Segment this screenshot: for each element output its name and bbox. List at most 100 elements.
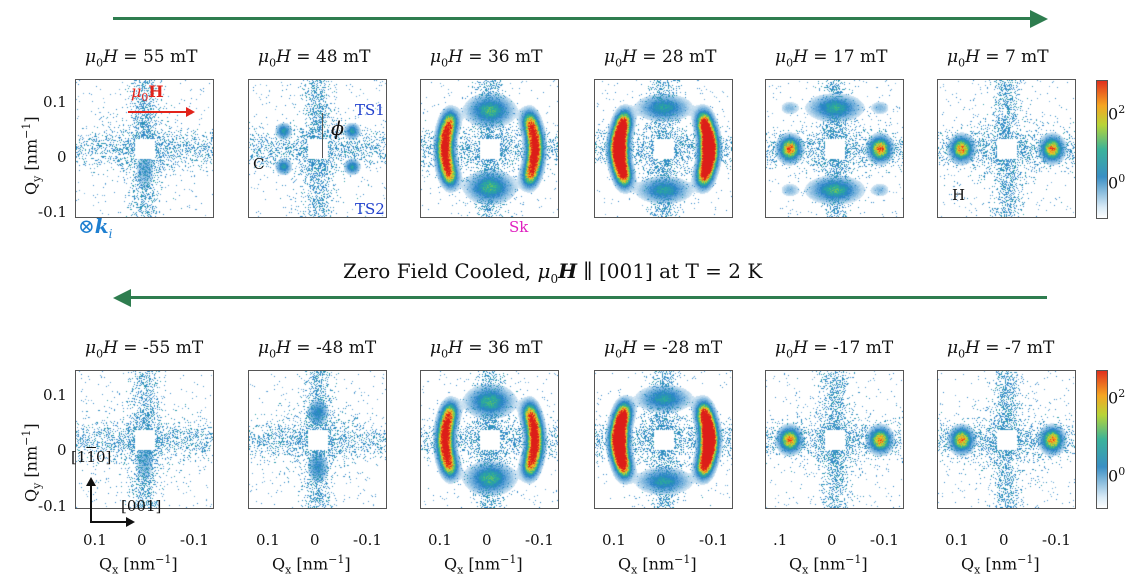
panel-field-value: -55 mT [142, 338, 204, 358]
heatmap-canvas [766, 371, 903, 508]
ytick-top-0: 0.1 [43, 93, 67, 111]
direction-110-arrow-head [86, 477, 96, 486]
y-axis-label-top: Qy [nm−1] [20, 116, 44, 195]
panel-field-title: μ0H = 48 mT [258, 47, 371, 70]
panel-field-title: μ0H = 55 mT [85, 47, 198, 70]
heatmap-canvas [595, 80, 732, 217]
sans-pattern-panel [420, 79, 559, 218]
decreasing-field-arrow-head [113, 289, 131, 307]
panel-field-title: μ0H = 7 mT [947, 47, 1049, 70]
label-H: H [952, 186, 966, 204]
panel-field-value: 36 mT [487, 47, 543, 67]
panel-field-value: 28 mT [661, 47, 717, 67]
sans-pattern-panel [765, 370, 904, 509]
decreasing-field-arrow [130, 296, 1047, 299]
label-Sk: Sk [509, 218, 529, 236]
xtick-label: 0.1 [602, 531, 626, 549]
xtick-label: -0.1 [1042, 531, 1071, 549]
heatmap-canvas [249, 80, 386, 217]
direction-001-arrow-head [126, 517, 135, 527]
heatmap-canvas [938, 80, 1075, 217]
label-TS2: TS2 [355, 200, 385, 218]
x-axis-label: Qx [nm−1] [99, 553, 178, 577]
heatmap-canvas [766, 80, 903, 217]
ytick-top-2: -0.1 [38, 203, 67, 221]
sans-pattern-panel [248, 79, 387, 218]
increasing-field-arrow [113, 17, 1033, 20]
x-axis-label: Qx [nm−1] [272, 553, 351, 577]
xtick-label: 0 [310, 531, 320, 549]
ytick-bottom-0: 0.1 [43, 386, 67, 404]
panel-field-value: -48 mT [315, 338, 377, 358]
sans-pattern-panel [765, 79, 904, 218]
label-phi: ϕ [331, 118, 344, 140]
panel-field-title: μ0H = 36 mT [430, 47, 543, 70]
xtick-label: .1 [773, 531, 788, 549]
xtick-label: 0 [999, 531, 1009, 549]
panel-field-title: μ0H = -48 mT [258, 338, 377, 361]
colorbar-top [1096, 80, 1108, 219]
panel-field-title: μ0H = 17 mT [775, 47, 888, 70]
xtick-label: -0.1 [525, 531, 554, 549]
field-direction-arrow [128, 111, 188, 113]
sans-pattern-panel [248, 370, 387, 509]
xtick-label: 0 [137, 531, 147, 549]
heatmap-canvas [76, 80, 213, 217]
colorbar-bottom-low: 00 [1108, 465, 1126, 486]
ytick-top-1: 0 [57, 148, 67, 166]
sans-pattern-panel [75, 79, 214, 218]
colorbar-top-low: 00 [1108, 172, 1126, 193]
direction-110-label: [110] [71, 448, 112, 466]
heatmap-canvas [249, 371, 386, 508]
panel-field-value: -17 mT [832, 338, 894, 358]
xtick-label: -0.1 [699, 531, 728, 549]
sans-pattern-panel [937, 79, 1076, 218]
panel-field-value: 36 mT [487, 338, 543, 358]
panel-field-value: 48 mT [315, 47, 371, 67]
direction-001-arrow [90, 521, 128, 523]
panel-field-title: μ0H = -55 mT [85, 338, 204, 361]
colorbar-top-high: 02 [1108, 103, 1126, 124]
panel-field-value: 17 mT [832, 47, 888, 67]
xtick-label: -0.1 [870, 531, 899, 549]
panel-field-title: μ0H = -17 mT [775, 338, 894, 361]
beam-direction-label: ⊗ki [78, 214, 113, 241]
sans-pattern-panel [594, 370, 733, 509]
sans-pattern-panel [594, 79, 733, 218]
heatmap-canvas [421, 80, 558, 217]
sans-pattern-panel [937, 370, 1076, 509]
xtick-label: 0 [482, 531, 492, 549]
panel-field-value: 55 mT [142, 47, 198, 67]
xtick-label: 0.1 [256, 531, 280, 549]
xtick-label: 0 [827, 531, 837, 549]
field-direction-arrow-head [186, 107, 195, 117]
field-direction-label: μ0H [131, 82, 164, 105]
xtick-label: -0.1 [353, 531, 382, 549]
panel-field-value: -7 mT [1004, 338, 1055, 358]
heatmap-canvas [421, 371, 558, 508]
panel-field-title: μ0H = -7 mT [947, 338, 1055, 361]
increasing-field-arrow-head [1030, 10, 1048, 28]
condition-label: Zero Field Cooled, μ0H ∥ [001] at T = 2 … [343, 259, 763, 286]
xtick-label: -0.1 [180, 531, 209, 549]
x-axis-label: Qx [nm−1] [961, 553, 1040, 577]
sans-pattern-panel [75, 370, 214, 509]
ytick-bottom-1: 0 [57, 441, 67, 459]
panel-field-title: μ0H = -28 mT [604, 338, 723, 361]
heatmap-canvas [595, 371, 732, 508]
label-TS1: TS1 [355, 101, 385, 119]
colorbar-bottom [1096, 370, 1108, 509]
y-axis-label-bottom: Qy [nm−1] [20, 423, 44, 502]
panel-field-value: 7 mT [1004, 47, 1049, 67]
xtick-label: 0 [656, 531, 666, 549]
panel-field-value: -28 mT [661, 338, 723, 358]
direction-001-label: [001] [121, 497, 162, 515]
phi-angle-line [322, 113, 323, 158]
xtick-label: 0.1 [945, 531, 969, 549]
sans-pattern-panel [420, 370, 559, 509]
x-axis-label: Qx [nm−1] [789, 553, 868, 577]
xtick-label: 0.1 [83, 531, 107, 549]
direction-110-arrow [90, 483, 92, 523]
xtick-label: 0.1 [428, 531, 452, 549]
panel-field-title: μ0H = 36 mT [430, 338, 543, 361]
